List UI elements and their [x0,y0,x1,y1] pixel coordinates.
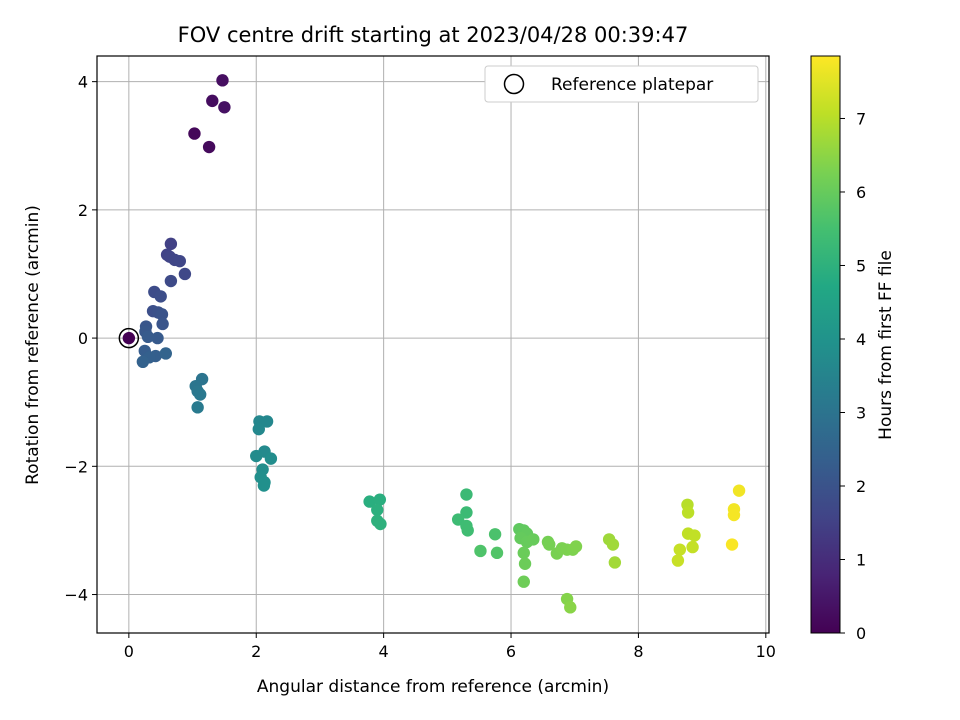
x-tick-label: 0 [124,642,134,661]
x-axis-label: Angular distance from reference (arcmin) [257,677,609,697]
data-point [725,538,739,551]
data-point [517,575,530,588]
y-tick-label: −2 [64,457,88,476]
x-tick-label: 4 [379,642,389,661]
data-point [373,493,387,506]
data-point [178,267,192,281]
y-axis-label: Rotation from reference (arcmin) [23,205,43,485]
data-point [518,557,532,570]
data-point [681,506,695,519]
y-tick-label: 2 [78,201,88,220]
data-point [173,254,187,268]
legend: Reference platepar [484,65,759,103]
data-points [122,74,746,614]
data-point [216,74,229,87]
data-point [686,540,699,554]
data-point [154,290,167,303]
data-point [671,554,685,567]
colorbar-tick-label: 3 [856,403,866,422]
y-tick-label: 4 [78,73,88,92]
data-point [517,546,530,560]
data-point [218,101,231,114]
data-point [141,330,155,344]
x-tick-label: 2 [251,642,261,661]
data-point [608,556,622,569]
data-point [488,528,502,541]
y-axis-ticks: −4 −2 0 2 4 [64,73,97,605]
data-point [206,94,219,108]
data-point [527,533,540,546]
colorbar-tick-label: 6 [856,183,866,202]
data-point [606,538,620,551]
colorbar-tick-label: 4 [856,330,866,349]
data-point [257,479,271,492]
data-point [191,401,204,414]
colorbar: 0 1 2 3 4 5 6 7 Hours from first FF file [810,55,896,643]
x-axis-ticks: 0 2 4 6 8 10 [124,633,776,661]
y-tick-label: −4 [64,586,88,605]
colorbar-tick-label: 7 [856,109,866,128]
plot-frame [96,55,770,634]
data-point [250,449,263,463]
data-point [371,503,384,517]
data-point [673,543,687,556]
data-point [461,524,474,537]
x-tick-label: 10 [756,642,776,661]
legend-box [484,65,759,103]
data-point [156,317,169,331]
x-tick-label: 8 [633,642,643,661]
grid-lines [97,56,769,633]
data-point [260,415,274,428]
data-point [727,508,741,522]
data-point [460,506,473,519]
data-point [374,517,387,531]
y-tick-label: 0 [78,329,88,348]
data-point [202,140,216,154]
legend-reference-marker [503,73,525,95]
data-point [164,237,178,251]
data-point [122,331,136,345]
data-point [732,484,746,497]
data-point [252,422,265,436]
data-point [688,529,701,542]
data-point [564,601,577,614]
data-point [363,495,376,508]
colorbar-tick-label: 2 [856,477,866,496]
colorbar-tick-label: 1 [856,550,866,569]
colorbar-tick-label: 5 [856,256,866,275]
reference-marker-group [118,327,140,349]
data-point [193,388,207,401]
colorbar-gradient [810,55,841,634]
data-point [490,546,504,560]
reference-platepar-marker [118,327,140,349]
data-point [164,274,178,288]
data-point [155,308,169,321]
colorbar-label: Hours from first FF file [876,250,896,440]
chart-title: FOV centre drift starting at 2023/04/28 … [178,23,689,47]
data-point [188,127,201,140]
colorbar-ticks: 0 1 2 3 4 5 6 7 [840,109,866,643]
colorbar-tick-label: 0 [856,624,866,643]
data-point [136,355,150,369]
data-point [460,488,473,501]
data-point [151,331,164,345]
legend-entry-reference-platepar: Reference platepar [551,75,713,95]
data-point [569,540,583,553]
data-point [264,452,278,465]
data-point [159,347,172,360]
data-point [474,544,487,558]
x-tick-label: 6 [506,642,516,661]
data-point [543,538,556,551]
